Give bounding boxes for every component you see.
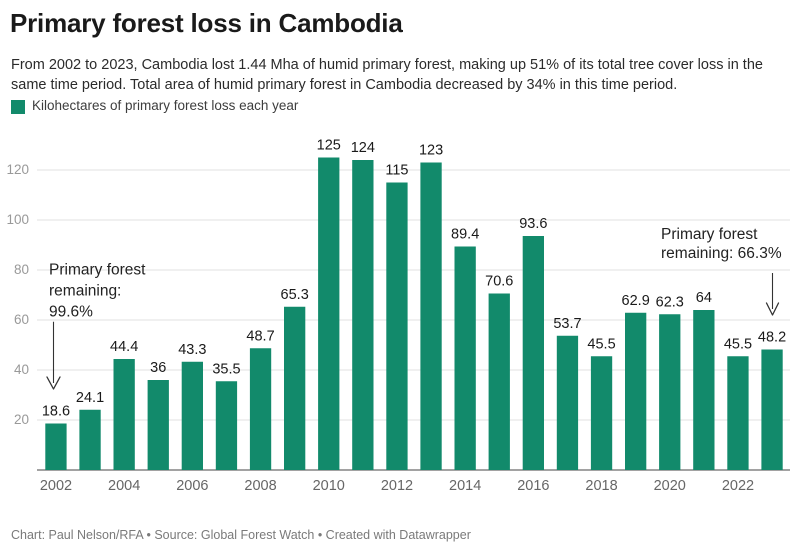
svg-text:89.4: 89.4 bbox=[451, 227, 479, 243]
svg-text:80: 80 bbox=[14, 262, 29, 277]
svg-text:2022: 2022 bbox=[722, 478, 754, 490]
svg-text:100: 100 bbox=[6, 212, 29, 227]
svg-text:2002: 2002 bbox=[40, 478, 72, 490]
svg-text:remaining: 66.3%: remaining: 66.3% bbox=[661, 245, 782, 262]
svg-text:2014: 2014 bbox=[449, 478, 481, 490]
svg-text:60: 60 bbox=[14, 312, 29, 327]
svg-text:2020: 2020 bbox=[654, 478, 686, 490]
svg-text:53.7: 53.7 bbox=[553, 316, 581, 332]
svg-text:2012: 2012 bbox=[381, 478, 413, 490]
svg-text:120: 120 bbox=[6, 162, 29, 177]
svg-text:62.9: 62.9 bbox=[622, 293, 650, 309]
svg-text:2006: 2006 bbox=[176, 478, 208, 490]
svg-text:35.5: 35.5 bbox=[212, 361, 240, 377]
svg-text:115: 115 bbox=[385, 163, 408, 179]
svg-text:93.6: 93.6 bbox=[519, 216, 547, 232]
svg-text:43.3: 43.3 bbox=[178, 342, 206, 358]
svg-text:64: 64 bbox=[696, 290, 712, 306]
svg-text:2004: 2004 bbox=[108, 478, 140, 490]
svg-text:40: 40 bbox=[14, 362, 29, 377]
svg-text:24.1: 24.1 bbox=[76, 390, 104, 406]
svg-text:36: 36 bbox=[150, 360, 166, 376]
svg-text:65.3: 65.3 bbox=[281, 287, 309, 303]
svg-text:125: 125 bbox=[317, 138, 341, 154]
svg-text:45.5: 45.5 bbox=[724, 336, 752, 352]
svg-text:124: 124 bbox=[351, 140, 375, 156]
svg-text:62.3: 62.3 bbox=[656, 294, 684, 310]
svg-text:2018: 2018 bbox=[585, 478, 617, 490]
svg-text:2016: 2016 bbox=[517, 478, 549, 490]
svg-text:123: 123 bbox=[419, 143, 443, 159]
svg-text:45.5: 45.5 bbox=[587, 336, 615, 352]
svg-text:20: 20 bbox=[14, 412, 29, 427]
svg-text:99.6%: 99.6% bbox=[49, 304, 93, 321]
svg-text:Primary forest: Primary forest bbox=[661, 226, 758, 243]
svg-text:48.2: 48.2 bbox=[758, 330, 786, 346]
svg-text:Primary forest: Primary forest bbox=[49, 262, 146, 279]
svg-text:2010: 2010 bbox=[313, 478, 345, 490]
svg-text:2008: 2008 bbox=[244, 478, 276, 490]
svg-text:44.4: 44.4 bbox=[110, 339, 138, 355]
svg-text:48.7: 48.7 bbox=[246, 328, 274, 344]
svg-text:18.6: 18.6 bbox=[42, 404, 70, 420]
svg-text:70.6: 70.6 bbox=[485, 274, 513, 290]
svg-text:remaining:: remaining: bbox=[49, 283, 121, 300]
